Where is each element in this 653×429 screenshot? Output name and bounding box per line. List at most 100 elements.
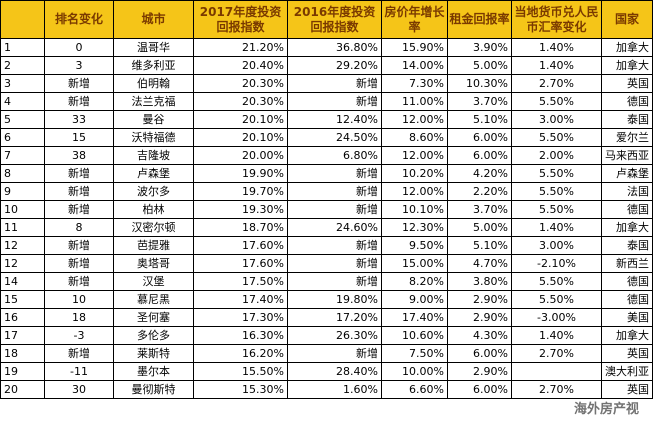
city-cell: 法兰克福 <box>113 92 194 111</box>
index-2016-cell: 24.60% <box>287 218 382 237</box>
index-2016-cell: 新增 <box>287 254 382 273</box>
rank-cell: 6 <box>0 128 45 147</box>
table-row: 8 新增 卢森堡 19.90% 新增 10.20% 4.20% 5.50% 卢森堡 <box>0 164 653 183</box>
fx-change-cell: 5.50% <box>511 92 602 111</box>
country-cell: 英国 <box>601 74 653 93</box>
index-2016-cell: 新增 <box>287 92 382 111</box>
table-row: 4 新增 法兰克福 20.30% 新增 11.00% 3.70% 5.50% 德国 <box>0 92 653 111</box>
rank-change-cell: 0 <box>44 38 114 57</box>
rank-cell: 19 <box>0 362 45 381</box>
index-2016-cell: 新增 <box>287 74 382 93</box>
fx-change-cell: 5.50% <box>511 164 602 183</box>
price-growth-cell: 7.30% <box>381 74 448 93</box>
price-growth-cell: 8.20% <box>381 272 448 291</box>
rank-change-cell: 3 <box>44 56 114 75</box>
table-row: 18 新增 莱斯特 16.20% 新增 7.50% 6.00% 2.70% 英国 <box>0 344 653 363</box>
price-growth-cell: 11.00% <box>381 92 448 111</box>
rank-cell: 12 <box>0 236 45 255</box>
price-growth-cell: 15.90% <box>381 38 448 57</box>
rank-cell: 5 <box>0 110 45 129</box>
rank-change-cell: -3 <box>44 326 114 345</box>
index-2017-cell: 20.30% <box>193 74 288 93</box>
rank-cell: 10 <box>0 200 45 219</box>
country-header: 国家 <box>601 0 653 39</box>
country-cell: 爱尔兰 <box>601 128 653 147</box>
country-cell: 德国 <box>601 200 653 219</box>
index-2017-cell: 20.30% <box>193 92 288 111</box>
table-row: 1 0 温哥华 21.20% 36.80% 15.90% 3.90% 1.40% 加拿大 <box>0 38 653 57</box>
index-2016-cell: 新增 <box>287 344 382 363</box>
rank-change-cell: 30 <box>44 380 114 399</box>
table-row: 3 新增 伯明翰 20.30% 新增 7.30% 10.30% 2.70% 英国 <box>0 74 653 93</box>
index-2017-cell: 21.20% <box>193 38 288 57</box>
country-cell: 法国 <box>601 182 653 201</box>
rank-header <box>0 0 45 39</box>
rank-change-cell: 新增 <box>44 200 114 219</box>
fx-change-cell: 5.50% <box>511 290 602 309</box>
fx-change-cell: 2.00% <box>511 146 602 165</box>
index-2016-cell: 24.50% <box>287 128 382 147</box>
fx-change-cell <box>511 362 602 381</box>
index-2017-cell: 16.20% <box>193 344 288 363</box>
city-cell: 温哥华 <box>113 38 194 57</box>
country-cell: 德国 <box>601 272 653 291</box>
fx-change-cell: 1.40% <box>511 56 602 75</box>
rank-cell: 3 <box>0 74 45 93</box>
price-growth-cell: 6.60% <box>381 380 448 399</box>
rank-cell: 11 <box>0 218 45 237</box>
country-cell: 卢森堡 <box>601 164 653 183</box>
watermark: 海外房产视 <box>573 402 639 417</box>
city-cell: 墨尔本 <box>113 362 194 381</box>
index-2016-cell: 新增 <box>287 272 382 291</box>
rental-yield-cell: 3.70% <box>447 92 512 111</box>
rank-change-cell: 18 <box>44 308 114 327</box>
city-cell: 汉密尔顿 <box>113 218 194 237</box>
rank-change-cell: 新增 <box>44 182 114 201</box>
country-cell: 马来西亚 <box>601 146 653 165</box>
rental-yield-cell: 6.00% <box>447 344 512 363</box>
table-row: 12 新增 奥塔哥 17.60% 新增 15.00% 4.70% -2.10% 新西兰 <box>0 254 653 273</box>
rental-yield-cell: 3.90% <box>447 38 512 57</box>
fx-change-cell: -2.10% <box>511 254 602 273</box>
fx-change-cell: 2.70% <box>511 74 602 93</box>
index-2016-cell: 新增 <box>287 236 382 255</box>
index-2017-cell: 19.70% <box>193 182 288 201</box>
fx-change-cell: 5.50% <box>511 200 602 219</box>
fx-change-cell: 2.70% <box>511 380 602 399</box>
city-cell: 奥塔哥 <box>113 254 194 273</box>
rank-change-cell: 新增 <box>44 254 114 273</box>
fx-change-cell: 5.50% <box>511 272 602 291</box>
city-cell: 曼彻斯特 <box>113 380 194 399</box>
city-cell: 伯明翰 <box>113 74 194 93</box>
rank-cell: 20 <box>0 380 45 399</box>
rank-change-cell: 15 <box>44 128 114 147</box>
index-2016-header: 2016年度投资回报指数 <box>287 0 382 39</box>
index-2016-cell: 新增 <box>287 200 382 219</box>
rank-change-cell: 38 <box>44 146 114 165</box>
rental-yield-cell: 2.90% <box>447 290 512 309</box>
price-growth-cell: 8.60% <box>381 128 448 147</box>
country-cell: 加拿大 <box>601 218 653 237</box>
rank-change-cell: 新增 <box>44 92 114 111</box>
rental-yield-cell: 2.90% <box>447 308 512 327</box>
rank-change-cell: 33 <box>44 110 114 129</box>
rental-yield-cell: 5.10% <box>447 236 512 255</box>
country-cell: 英国 <box>601 380 653 399</box>
country-cell: 美国 <box>601 308 653 327</box>
rental-yield-cell: 6.00% <box>447 146 512 165</box>
table-row: 11 8 汉密尔顿 18.70% 24.60% 12.30% 5.00% 1.40% 加拿大 <box>0 218 653 237</box>
ranking-table: 排名变化 城市 2017年度投资回报指数 2016年度投资回报指数 房价年增长率 租金回报… <box>0 0 653 399</box>
country-cell: 新西兰 <box>601 254 653 273</box>
rental-yield-cell: 3.70% <box>447 200 512 219</box>
rental-yield-cell: 6.00% <box>447 380 512 399</box>
city-cell: 波尔多 <box>113 182 194 201</box>
index-2016-cell: 28.40% <box>287 362 382 381</box>
header-row: 排名变化 城市 2017年度投资回报指数 2016年度投资回报指数 房价年增长率 租金回报… <box>0 0 653 39</box>
country-cell: 加拿大 <box>601 326 653 345</box>
index-2017-cell: 17.60% <box>193 236 288 255</box>
city-cell: 莱斯特 <box>113 344 194 363</box>
fx-change-cell: -3.00% <box>511 308 602 327</box>
rank-cell: 15 <box>0 290 45 309</box>
index-2017-cell: 17.40% <box>193 290 288 309</box>
city-cell: 慕尼黑 <box>113 290 194 309</box>
